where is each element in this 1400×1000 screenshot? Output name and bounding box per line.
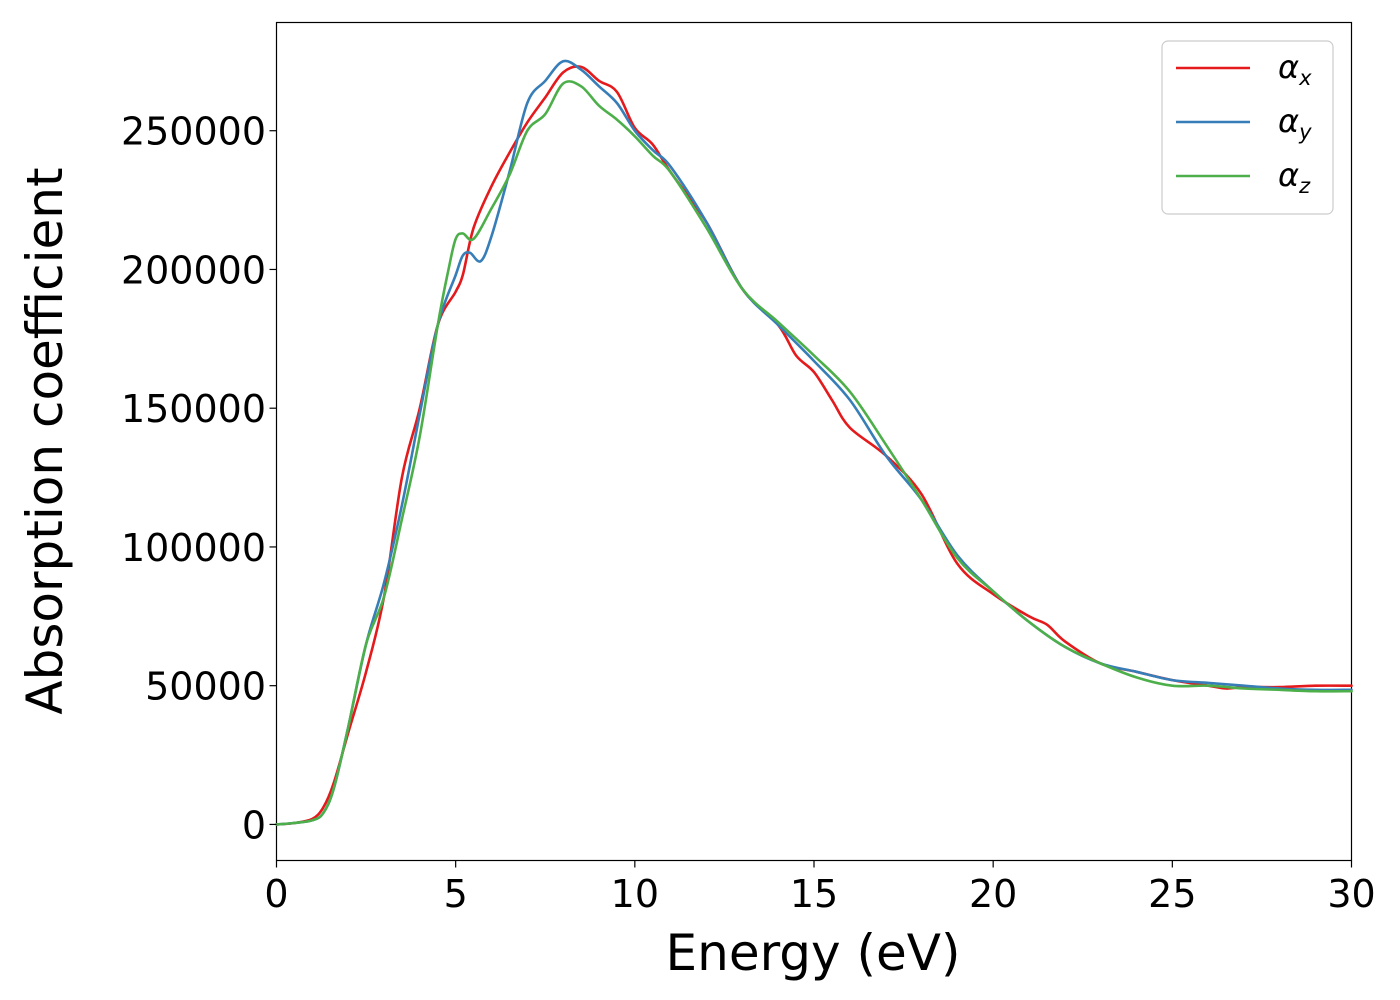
x-axis-title: Energy (eV): [666, 924, 961, 982]
y-tick-label: 0: [242, 803, 266, 847]
y-tick-label: 150000: [121, 387, 266, 431]
legend-box: [1161, 40, 1334, 215]
x-axis: 0 5 10 15 20 25 30: [264, 860, 1376, 916]
x-tick-label: 25: [1148, 872, 1196, 916]
x-tick-label: 15: [790, 872, 838, 916]
y-tick-label: 200000: [121, 248, 266, 292]
y-axis: 0 50000 100000 150000 200000 250000: [121, 110, 277, 847]
y-tick-label: 250000: [121, 110, 266, 154]
series-layer: [275, 59, 1353, 826]
x-tick-label: 20: [969, 872, 1017, 916]
x-tick-label: 10: [611, 872, 659, 916]
x-tick-label: 0: [264, 872, 288, 916]
y-tick-label: 100000: [121, 526, 266, 570]
y-tick-label: 50000: [145, 665, 266, 709]
x-tick-label: 30: [1327, 872, 1375, 916]
x-tick-label: 5: [444, 872, 468, 916]
series-line-z: [275, 80, 1353, 826]
y-axis-title: Absorption coefficient: [16, 167, 74, 714]
